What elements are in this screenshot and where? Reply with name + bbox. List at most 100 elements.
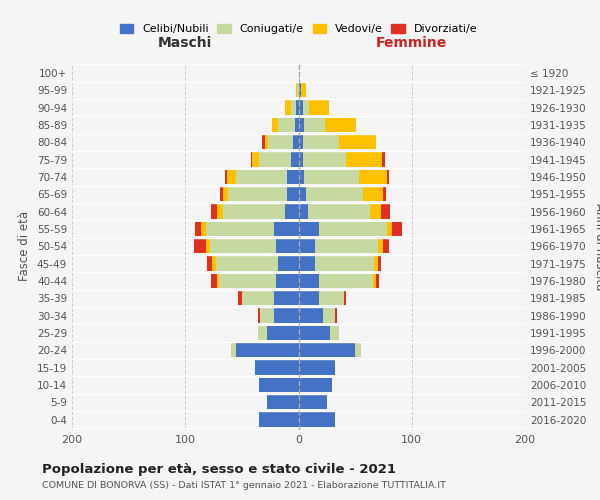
- Bar: [301, 83, 307, 98]
- Bar: [295, 118, 299, 132]
- Bar: [374, 256, 378, 270]
- Bar: [220, 187, 223, 202]
- Bar: [299, 170, 304, 184]
- Bar: [316, 239, 378, 254]
- Bar: [299, 152, 303, 166]
- Bar: [223, 187, 228, 202]
- Bar: [242, 291, 274, 306]
- Bar: [217, 274, 219, 288]
- Bar: [251, 152, 252, 166]
- Bar: [299, 222, 319, 236]
- Legend: Celibi/Nubili, Coniugati/e, Vedovi/e, Divorziati/e: Celibi/Nubili, Coniugati/e, Vedovi/e, Di…: [116, 20, 481, 38]
- Bar: [290, 152, 299, 166]
- Bar: [299, 204, 308, 218]
- Bar: [299, 100, 303, 114]
- Bar: [278, 118, 295, 132]
- Bar: [287, 170, 299, 184]
- Bar: [339, 135, 376, 150]
- Y-axis label: Anni di nascita: Anni di nascita: [593, 202, 600, 290]
- Bar: [363, 187, 383, 202]
- Bar: [299, 135, 303, 150]
- Bar: [211, 204, 217, 218]
- Bar: [304, 118, 325, 132]
- Bar: [267, 326, 299, 340]
- Bar: [230, 343, 236, 357]
- Bar: [227, 170, 236, 184]
- Bar: [276, 239, 299, 254]
- Bar: [290, 100, 296, 114]
- Bar: [319, 222, 387, 236]
- Bar: [298, 83, 299, 98]
- Bar: [285, 204, 299, 218]
- Text: COMUNE DI BONORVA (SS) - Dati ISTAT 1° gennaio 2021 - Elaborazione TUTTITALIA.IT: COMUNE DI BONORVA (SS) - Dati ISTAT 1° g…: [42, 481, 446, 490]
- Bar: [299, 83, 301, 98]
- Bar: [378, 239, 383, 254]
- Bar: [285, 100, 290, 114]
- Bar: [196, 222, 201, 236]
- Bar: [272, 118, 278, 132]
- Bar: [259, 378, 299, 392]
- Bar: [303, 100, 308, 114]
- Bar: [228, 187, 287, 202]
- Bar: [303, 135, 339, 150]
- Text: Maschi: Maschi: [158, 36, 212, 51]
- Bar: [296, 83, 298, 98]
- Bar: [219, 274, 276, 288]
- Bar: [370, 204, 381, 218]
- Bar: [387, 170, 389, 184]
- Bar: [299, 326, 330, 340]
- Bar: [344, 291, 346, 306]
- Bar: [299, 412, 335, 426]
- Bar: [201, 222, 206, 236]
- Bar: [382, 152, 385, 166]
- Bar: [376, 274, 379, 288]
- Bar: [307, 187, 363, 202]
- Bar: [236, 343, 299, 357]
- Bar: [296, 100, 299, 114]
- Bar: [299, 118, 304, 132]
- Bar: [381, 204, 390, 218]
- Bar: [207, 256, 212, 270]
- Bar: [299, 256, 316, 270]
- Bar: [259, 152, 290, 166]
- Bar: [303, 152, 346, 166]
- Bar: [378, 256, 381, 270]
- Bar: [355, 343, 361, 357]
- Bar: [299, 308, 323, 322]
- Bar: [223, 204, 285, 218]
- Bar: [194, 239, 206, 254]
- Bar: [359, 170, 387, 184]
- Bar: [262, 135, 265, 150]
- Bar: [299, 239, 316, 254]
- Bar: [299, 343, 355, 357]
- Text: Popolazione per età, sesso e stato civile - 2021: Popolazione per età, sesso e stato civil…: [42, 462, 396, 475]
- Bar: [206, 222, 274, 236]
- Bar: [330, 326, 339, 340]
- Bar: [238, 291, 242, 306]
- Bar: [319, 274, 373, 288]
- Bar: [346, 152, 382, 166]
- Bar: [299, 360, 335, 374]
- Bar: [299, 274, 319, 288]
- Bar: [319, 291, 344, 306]
- Bar: [211, 274, 217, 288]
- Bar: [258, 308, 260, 322]
- Bar: [274, 291, 299, 306]
- Bar: [274, 308, 299, 322]
- Bar: [299, 395, 327, 409]
- Bar: [287, 187, 299, 202]
- Bar: [210, 239, 276, 254]
- Bar: [299, 187, 307, 202]
- Bar: [299, 291, 319, 306]
- Bar: [373, 274, 376, 288]
- Bar: [217, 204, 223, 218]
- Bar: [323, 308, 335, 322]
- Bar: [299, 378, 332, 392]
- Bar: [276, 274, 299, 288]
- Bar: [335, 308, 337, 322]
- Y-axis label: Fasce di età: Fasce di età: [19, 211, 31, 282]
- Bar: [268, 135, 293, 150]
- Bar: [236, 170, 287, 184]
- Bar: [225, 170, 227, 184]
- Bar: [267, 395, 299, 409]
